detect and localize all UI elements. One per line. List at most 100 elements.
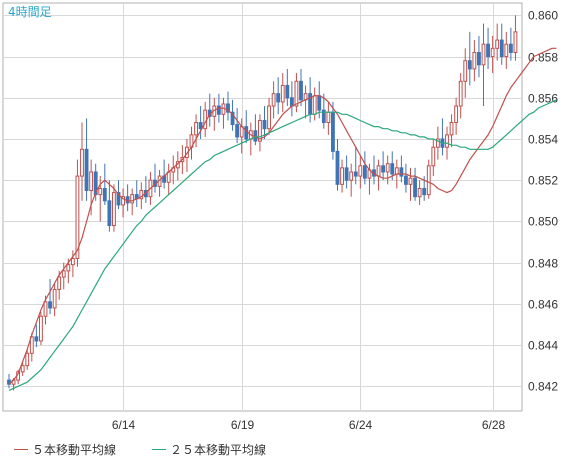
y-tick-label: 0.842: [528, 380, 558, 394]
candle-body: [458, 80, 463, 107]
candle-body: [385, 163, 390, 173]
candle-body: [102, 187, 107, 202]
candle-body: [449, 122, 454, 136]
candle-body: [481, 43, 486, 66]
candle-body: [335, 150, 340, 185]
plot-area: [2, 2, 523, 412]
candle-body: [57, 276, 62, 290]
ma25-line: [8, 99, 557, 391]
candle-body: [408, 177, 413, 185]
candle-body: [121, 196, 125, 206]
candle-body: [262, 119, 267, 130]
candle-body: [445, 134, 449, 148]
candle-body: [317, 95, 322, 111]
candle-body: [43, 301, 48, 317]
y-tick-label: 0.852: [528, 174, 558, 188]
candle-body: [472, 51, 477, 70]
candle-body: [349, 171, 354, 181]
candle-body: [394, 167, 399, 175]
candle-body: [312, 95, 317, 115]
candle-body: [258, 119, 262, 142]
candle-body: [29, 336, 34, 354]
x-tick-label: 6/14: [112, 418, 136, 432]
x-tick-label: 6/19: [231, 418, 255, 432]
candle-body: [513, 31, 518, 53]
candles: [7, 15, 518, 391]
candle-body: [271, 93, 276, 107]
candle-body: [508, 43, 513, 53]
candle-body: [107, 200, 112, 227]
candle-body: [198, 122, 203, 130]
candle-body: [326, 111, 331, 124]
candle-body: [98, 187, 103, 196]
legend-swatch-ma5: [14, 449, 28, 450]
y-tick-label: 0.858: [528, 51, 558, 65]
candle-body: [112, 192, 116, 227]
legend-item-ma25: ２５本移動平均線: [152, 441, 266, 458]
candle-body: [203, 109, 208, 130]
candle-body: [362, 165, 367, 179]
candle-body: [289, 97, 294, 107]
candle-body: [39, 315, 43, 342]
candle-body: [216, 105, 221, 115]
candle-body: [404, 175, 408, 185]
candle-body: [467, 60, 472, 70]
candle-body: [267, 105, 271, 130]
candle-body: [463, 60, 468, 82]
candle-body: [435, 138, 440, 148]
candle-body: [381, 165, 386, 173]
candle-body: [426, 165, 431, 196]
candle-body: [504, 43, 509, 58]
candle-body: [52, 288, 57, 309]
candle-body: [431, 146, 436, 167]
candle-body: [477, 51, 481, 66]
candle-body: [194, 122, 198, 136]
ma5-line: [8, 47, 557, 385]
candle-body: [130, 194, 135, 204]
legend-swatch-ma25: [152, 449, 166, 450]
candle-body: [344, 167, 349, 181]
candle-body: [454, 105, 459, 124]
y-tick-label: 0.856: [528, 92, 558, 106]
candle-body: [20, 365, 25, 373]
y-tick-label: 0.854: [528, 133, 558, 147]
candle-body: [280, 84, 285, 103]
legend-label-ma5: ５本移動平均線: [32, 443, 117, 457]
candle-body: [294, 80, 299, 107]
candle-body: [93, 171, 98, 196]
candle-body: [390, 163, 395, 175]
legend-item-ma5: ５本移動平均線: [14, 441, 116, 458]
candle-body: [276, 93, 281, 103]
candle-body: [116, 192, 121, 206]
y-tick-label: 0.844: [528, 339, 558, 353]
y-tick-label: 0.850: [528, 215, 558, 229]
candle-body: [66, 264, 71, 272]
legend: ５本移動平均線 ２５本移動平均線: [0, 438, 574, 460]
candle-body: [48, 301, 52, 309]
candle-body: [353, 171, 358, 177]
candle-body: [376, 165, 381, 177]
x-tick-label: 6/28: [482, 418, 506, 432]
candle-body: [226, 103, 230, 113]
candle-body: [495, 39, 500, 49]
candle-body: [89, 171, 94, 192]
candle-body: [61, 270, 66, 278]
candle-body: [422, 187, 427, 196]
candle-body: [413, 177, 417, 198]
y-tick-label: 0.846: [528, 298, 558, 312]
candle-body: [358, 165, 363, 177]
candle-body: [25, 352, 30, 367]
candle-body: [417, 187, 422, 198]
candle-body: [70, 258, 75, 266]
y-tick-label: 0.848: [528, 257, 558, 271]
y-tick-label: 0.860: [528, 9, 558, 23]
candle-body: [230, 111, 235, 126]
candle-body: [80, 148, 84, 177]
candle-body: [285, 84, 290, 99]
candle-body: [235, 124, 240, 138]
candle-body: [84, 148, 89, 192]
candle-body: [399, 167, 404, 177]
candle-body: [244, 126, 249, 140]
